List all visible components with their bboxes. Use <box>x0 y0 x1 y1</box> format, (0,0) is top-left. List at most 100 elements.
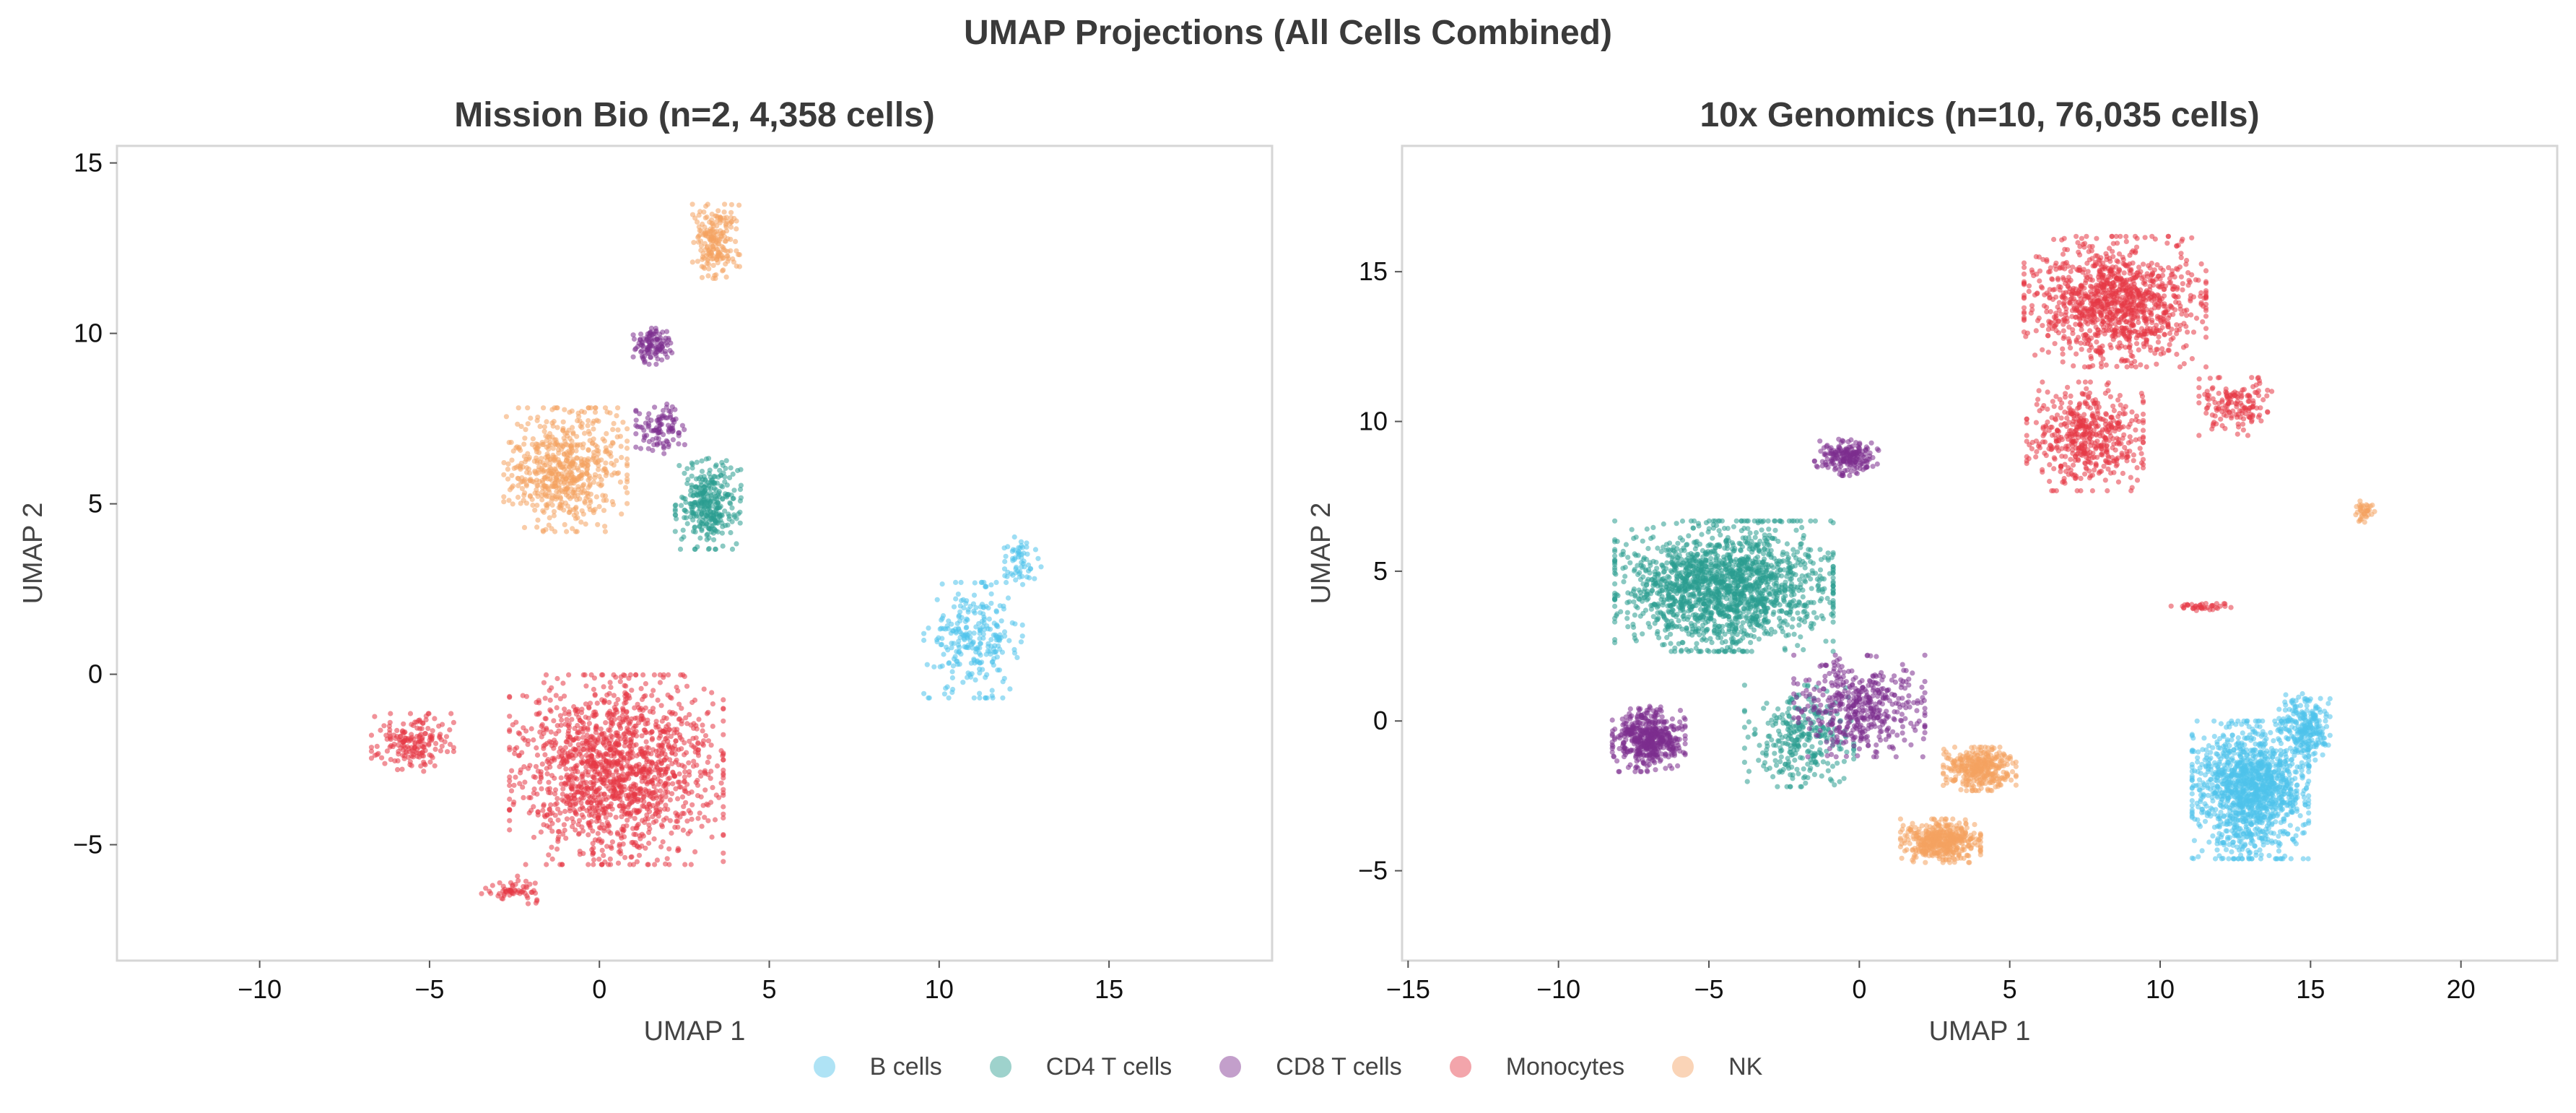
data-point <box>552 467 559 472</box>
data-point <box>721 718 726 724</box>
data-point <box>549 482 555 488</box>
data-point <box>652 862 658 867</box>
data-point <box>412 749 417 755</box>
data-point <box>523 862 528 867</box>
data-point <box>507 796 513 802</box>
data-point <box>615 740 622 746</box>
data-point <box>618 736 624 742</box>
data-point <box>1007 686 1013 692</box>
data-point <box>986 616 992 622</box>
data-point <box>384 748 391 754</box>
scatter-plot-mission-bio: Mission Bio (n=2, 4,358 cells)−10 −5 0 5 10 1… <box>18 96 1274 1047</box>
data-point <box>2292 753 2297 758</box>
series-cd4-t-cells <box>672 456 744 553</box>
data-point <box>573 801 578 807</box>
data-point <box>368 745 375 750</box>
data-point <box>697 209 703 215</box>
data-point <box>607 709 613 714</box>
data-point <box>684 521 690 527</box>
data-point <box>673 810 679 816</box>
data-point <box>592 837 599 843</box>
data-point <box>2288 856 2294 862</box>
data-point <box>591 675 598 681</box>
data-point <box>625 818 630 823</box>
data-point <box>726 511 731 517</box>
data-point <box>507 778 513 784</box>
data-point <box>508 439 514 446</box>
data-point <box>710 784 715 790</box>
data-point <box>695 259 701 264</box>
data-point <box>595 521 601 527</box>
data-point <box>682 786 688 792</box>
data-point <box>544 758 550 764</box>
data-point <box>980 605 986 611</box>
data-point <box>388 711 393 716</box>
data-point <box>946 618 952 624</box>
data-point <box>2264 748 2270 754</box>
data-point <box>574 455 580 461</box>
data-point <box>586 769 591 775</box>
data-point <box>704 532 710 538</box>
data-point <box>705 759 710 765</box>
data-point <box>514 745 520 750</box>
data-point <box>546 852 552 858</box>
data-point <box>623 683 629 689</box>
data-point <box>537 423 543 430</box>
data-point <box>2219 832 2225 838</box>
data-point <box>592 691 598 698</box>
data-point <box>663 785 669 791</box>
data-point <box>972 610 978 616</box>
data-point <box>2286 776 2292 781</box>
data-point <box>702 733 709 739</box>
data-point <box>2255 718 2260 724</box>
data-point <box>571 512 577 518</box>
data-point <box>2206 839 2212 845</box>
data-point <box>602 524 608 529</box>
data-point <box>532 891 539 896</box>
data-point <box>398 733 404 740</box>
data-point <box>989 688 995 693</box>
data-point <box>580 672 586 678</box>
data-point <box>2206 742 2211 749</box>
data-point <box>627 796 632 802</box>
data-point <box>621 827 627 833</box>
data-point <box>2306 820 2312 826</box>
data-point <box>546 789 552 795</box>
data-point <box>588 800 594 805</box>
plot-frame <box>116 144 1274 962</box>
series-cd8-t-cells <box>630 325 688 456</box>
data-point <box>1001 566 1008 572</box>
data-point <box>2305 741 2311 747</box>
data-point <box>2235 817 2241 823</box>
data-point <box>1035 555 1041 561</box>
data-point <box>2189 809 2195 815</box>
data-point <box>535 517 541 523</box>
data-point <box>669 426 675 432</box>
data-point <box>544 862 549 867</box>
data-point <box>561 466 567 472</box>
data-point <box>964 644 970 650</box>
data-point <box>675 796 681 802</box>
data-point <box>2196 821 2202 827</box>
data-point <box>629 688 635 693</box>
data-point <box>577 849 583 854</box>
data-point <box>417 719 423 724</box>
data-point <box>2240 730 2245 736</box>
data-point <box>530 436 536 442</box>
data-point <box>692 524 698 530</box>
data-point <box>519 485 526 492</box>
x-tick-label: 15 <box>1095 974 1123 1004</box>
data-point <box>945 625 951 631</box>
data-point <box>711 491 717 497</box>
data-point <box>563 486 569 492</box>
data-point <box>636 340 642 346</box>
data-point <box>633 346 639 352</box>
panel-10x-genomics: 10x Genomics (n=10, 76,035 cells) −15 −10−… <box>1288 0 2576 1113</box>
data-point <box>2195 817 2201 823</box>
data-point <box>649 737 655 742</box>
data-point <box>609 440 616 446</box>
data-point <box>1005 544 1011 550</box>
data-point <box>646 788 652 794</box>
data-point <box>528 807 534 813</box>
data-point <box>560 419 566 425</box>
